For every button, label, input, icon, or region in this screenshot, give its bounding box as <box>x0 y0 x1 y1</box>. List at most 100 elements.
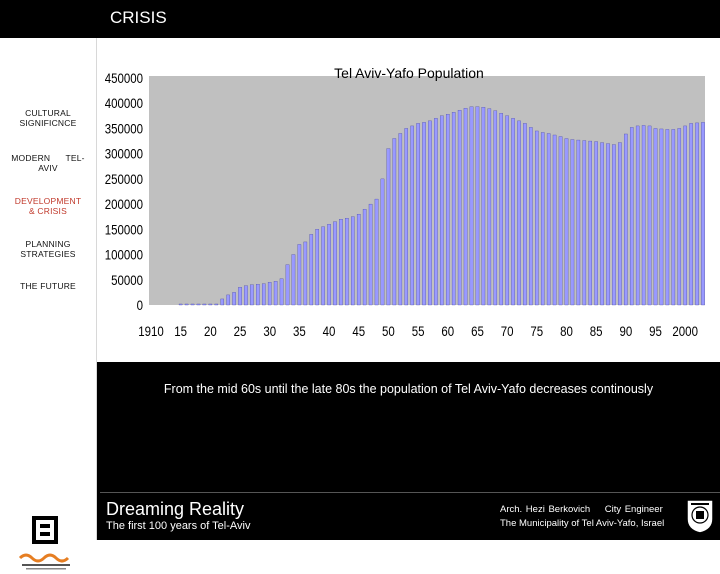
bar-1998 <box>671 129 676 306</box>
bar-1986 <box>600 142 604 306</box>
bar-1997 <box>665 129 670 306</box>
x-tick-label: 1910 <box>138 323 164 339</box>
bar-1970 <box>505 115 509 306</box>
bar-1979 <box>558 136 563 306</box>
x-tick-label: 50 <box>382 323 395 339</box>
bar-1924 <box>232 292 236 306</box>
y-tick-label: 0 <box>137 297 143 313</box>
bar-2001 <box>689 123 693 306</box>
x-tick-label: 55 <box>412 323 425 339</box>
bar-1915 <box>178 303 183 306</box>
bar-1954 <box>410 125 414 306</box>
bar-1981 <box>570 139 575 306</box>
x-tick-label: 80 <box>560 323 573 339</box>
x-tick-label: 2000 <box>672 323 698 339</box>
header-bar: CRISIS <box>0 0 720 38</box>
bar-1956 <box>422 122 426 306</box>
bar-1977 <box>546 133 551 306</box>
sidebar-item-label: AVIV <box>38 163 58 173</box>
bar-1989 <box>618 142 622 306</box>
bar-1978 <box>552 134 557 306</box>
bar-1936 <box>303 241 308 306</box>
sidebar-item-development-crisis[interactable]: DEVELOPMENT & CRISIS <box>0 196 96 216</box>
bar-1930 <box>267 282 272 306</box>
bar-1940 <box>327 224 331 306</box>
bar-1925 <box>238 287 242 306</box>
credit-line-municipality: The Municipality of Tel Aviv-Yafo, Israe… <box>500 518 665 529</box>
bar-1923 <box>226 294 230 306</box>
bar-1975 <box>535 130 539 306</box>
bar-1951 <box>392 138 397 306</box>
brand-title: Dreaming Reality <box>106 499 245 519</box>
bar-1927 <box>250 284 254 306</box>
population-bar-chart: 0 50000 100000 150000 200000 250000 300000 3500… <box>105 65 705 339</box>
chart-title: Tel Aviv-Yafo Population <box>334 65 484 81</box>
bar-1971 <box>511 118 515 306</box>
bar-1918 <box>196 303 201 306</box>
bar-1996 <box>659 128 664 306</box>
y-tick-label: 400000 <box>105 95 143 111</box>
sidebar-item-label: STRATEGIES <box>20 249 76 259</box>
x-tick-label: 65 <box>471 323 484 339</box>
bar-1968 <box>493 110 498 306</box>
bar-1993 <box>641 125 646 306</box>
logo-icon <box>18 516 70 570</box>
bar-1942 <box>339 219 343 306</box>
bar-1965 <box>475 106 480 306</box>
bar-1983 <box>582 140 587 306</box>
bar-1992 <box>635 125 640 306</box>
x-tick-label: 70 <box>501 323 514 339</box>
footer-divider <box>100 492 720 493</box>
sidebar-item-modern-tel-aviv[interactable]: MODERN TEL- AVIV <box>0 153 96 173</box>
bar-1994 <box>647 125 652 306</box>
bar-1926 <box>244 285 248 306</box>
bar-1933 <box>285 264 290 306</box>
x-tick-label: 60 <box>441 323 454 339</box>
x-tick-label: 40 <box>323 323 336 339</box>
bar-1949 <box>380 178 385 306</box>
caption-text: From the mid 60s until the late 80s the … <box>163 382 654 396</box>
bar-1946 <box>362 209 367 306</box>
bar-1985 <box>594 141 598 306</box>
bar-1948 <box>374 198 379 306</box>
x-tick-label: 30 <box>263 323 276 339</box>
bar-1945 <box>356 214 361 306</box>
bar-1921 <box>214 303 219 306</box>
bar-1935 <box>297 244 302 306</box>
bar-1937 <box>309 234 314 306</box>
sidebar-item-planning-strategies[interactable]: PLANNING STRATEGIES <box>0 239 96 259</box>
bar-1941 <box>333 221 337 306</box>
x-tick-label: 75 <box>530 323 543 339</box>
bar-1917 <box>190 303 195 306</box>
y-tick-label: 100000 <box>105 246 143 262</box>
y-tick-label: 150000 <box>105 221 143 237</box>
sidebar-item-label: MODERN TEL- <box>11 153 85 163</box>
bar-1991 <box>629 127 634 306</box>
bar-1920 <box>208 303 213 306</box>
bar-1984 <box>588 140 592 306</box>
sidebar-item-label: SIGNIFICNCE <box>19 118 77 128</box>
bar-2000 <box>683 125 687 306</box>
sidebar-item-label: CULTURAL <box>25 108 71 118</box>
bar-1964 <box>469 106 474 306</box>
bar-1976 <box>540 132 545 306</box>
x-tick-label: 35 <box>293 323 306 339</box>
sidebar-item-cultural-significance[interactable]: CULTURAL SIGNIFICNCE <box>0 108 96 128</box>
brand-subtitle: The first 100 years of Tel-Aviv <box>106 520 251 532</box>
bar-1953 <box>404 128 408 306</box>
sidebar-item-label: THE FUTURE <box>20 281 76 291</box>
bar-1932 <box>279 278 284 306</box>
sidebar-item-the-future[interactable]: THE FUTURE <box>0 281 96 291</box>
bar-1931 <box>273 281 278 306</box>
y-tick-label: 200000 <box>105 196 143 212</box>
bar-1972 <box>517 120 521 306</box>
bar-1929 <box>261 283 266 306</box>
bar-1969 <box>499 113 503 306</box>
x-tick-label: 90 <box>619 323 632 339</box>
municipality-seal-icon <box>686 499 714 534</box>
sidebar-item-label: DEVELOPMENT <box>14 196 82 206</box>
x-tick-label: 15 <box>174 323 187 339</box>
sidebar: CULTURAL SIGNIFICNCE MODERN TEL- AVIV DE… <box>0 38 97 570</box>
bar-1939 <box>321 226 325 306</box>
x-tick-label: 95 <box>649 323 662 339</box>
